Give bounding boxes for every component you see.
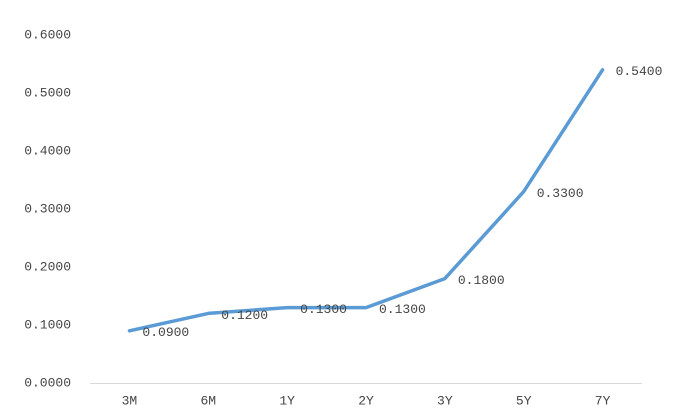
x-tick-label: 1Y [279,393,295,408]
data-label: 0.1800 [458,273,505,288]
y-tick-label: 0.0000 [24,375,71,390]
data-label: 0.1200 [221,308,268,323]
y-tick-label: 0.3000 [24,201,71,216]
y-tick-label: 0.2000 [24,259,71,274]
data-label: 0.1300 [300,302,347,317]
x-tick-label: 6M [200,393,216,408]
y-tick-label: 0.1000 [24,317,71,332]
x-tick-label: 3Y [437,393,453,408]
y-tick-label: 0.4000 [24,143,71,158]
data-label: 0.0900 [142,325,189,340]
x-tick-label: 7Y [595,393,611,408]
y-tick-label: 0.6000 [24,27,71,42]
data-label: 0.1300 [379,302,426,317]
x-tick-label: 2Y [358,393,374,408]
x-tick-label: 3M [122,393,138,408]
line [127,68,605,333]
x-tick-label: 5Y [516,393,532,408]
data-label: 0.3300 [537,186,584,201]
y-tick-label: 0.5000 [24,85,71,100]
data-label: 0.5400 [616,64,663,79]
